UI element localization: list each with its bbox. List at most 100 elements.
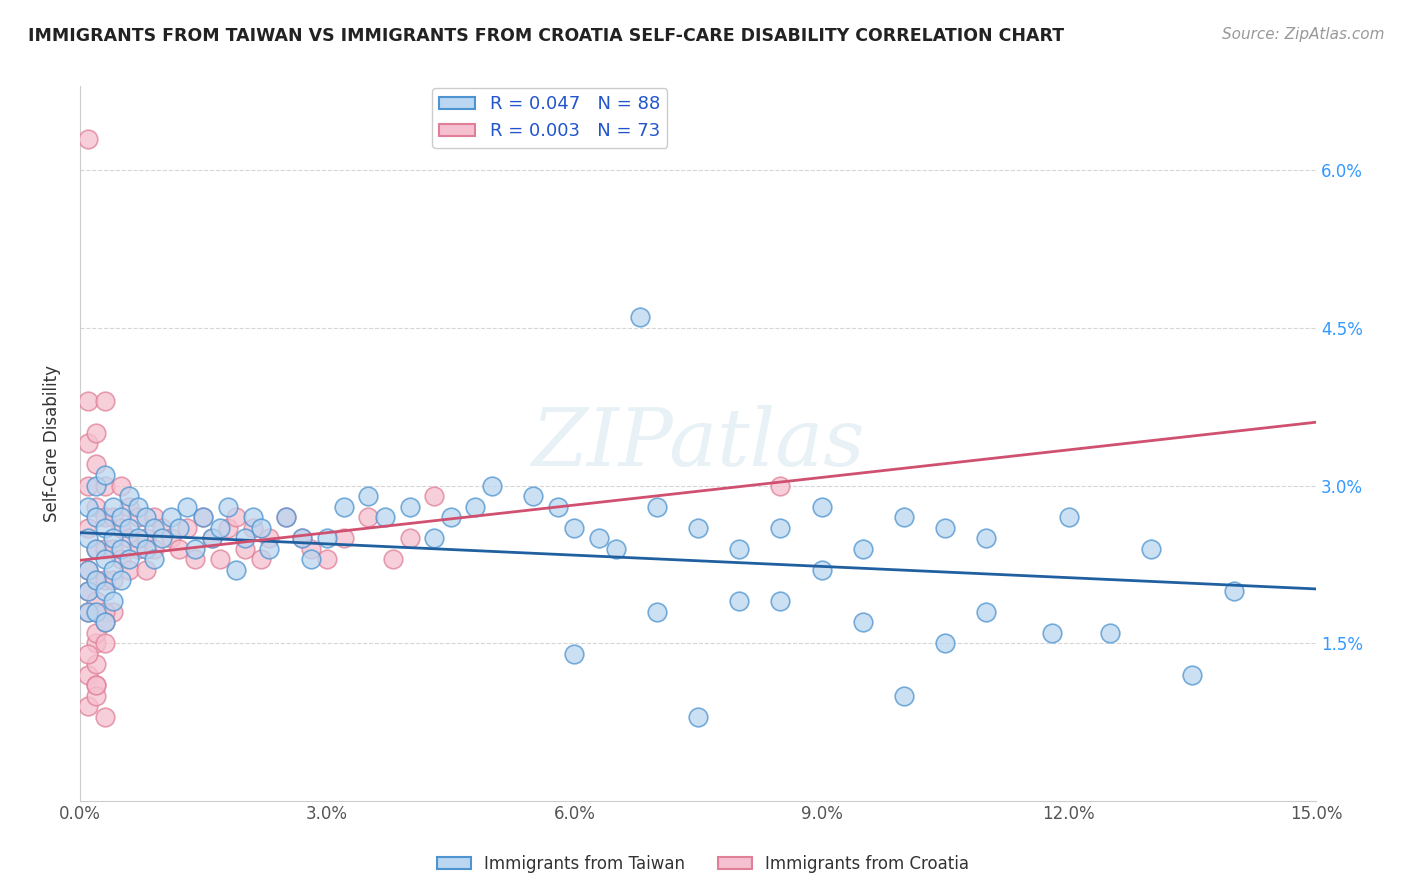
Point [316,531,339,545]
Point [605,541,627,556]
Point [1040,625,1063,640]
Point [150,520,173,534]
Point [588,531,610,545]
Point [77,583,100,598]
Point [686,520,709,534]
Point [645,500,668,514]
Point [86,573,108,587]
Point [1098,625,1121,640]
Point [398,500,420,514]
Point [259,531,281,545]
Point [118,562,141,576]
Point [101,531,124,545]
Point [316,552,339,566]
Point [159,510,181,524]
Point [127,500,149,514]
Point [118,520,141,534]
Point [77,520,100,534]
Point [110,478,132,492]
Point [193,510,215,524]
Point [1181,667,1204,681]
Point [77,647,100,661]
Point [1140,541,1163,556]
Point [110,520,132,534]
Point [332,531,354,545]
Point [193,510,215,524]
Point [562,647,585,661]
Point [769,594,792,608]
Point [1222,583,1244,598]
Point [291,531,314,545]
Legend: R = 0.047   N = 88, R = 0.003   N = 73: R = 0.047 N = 88, R = 0.003 N = 73 [432,88,668,148]
Point [86,689,108,703]
Point [77,562,100,576]
Point [225,562,247,576]
Point [135,531,157,545]
Point [118,531,141,545]
Point [150,531,173,545]
Point [481,478,503,492]
Point [93,552,115,566]
Point [86,605,108,619]
Point [93,478,115,492]
Point [77,605,100,619]
Point [242,520,264,534]
Point [93,636,115,650]
Point [93,510,115,524]
Point [77,478,100,492]
Point [143,552,166,566]
Point [93,605,115,619]
Point [184,541,207,556]
Text: ZIPatlas: ZIPatlas [531,405,865,483]
Point [86,510,108,524]
Point [398,531,420,545]
Point [217,520,239,534]
Point [143,520,166,534]
Point [374,510,396,524]
Point [728,594,751,608]
Point [143,541,166,556]
Point [423,531,446,545]
Y-axis label: Self-Care Disability: Self-Care Disability [44,365,60,522]
Point [110,510,132,524]
Point [357,510,380,524]
Point [127,541,149,556]
Point [101,541,124,556]
Point [77,562,100,576]
Point [299,541,322,556]
Point [101,510,124,524]
Point [332,500,354,514]
Point [101,573,124,587]
Point [86,605,108,619]
Point [101,605,124,619]
Point [86,541,108,556]
Point [893,510,915,524]
Point [728,541,751,556]
Point [101,500,124,514]
Point [110,552,132,566]
Point [86,500,108,514]
Point [250,520,273,534]
Point [118,552,141,566]
Point [423,489,446,503]
Point [250,552,273,566]
Point [852,615,875,629]
Point [86,541,108,556]
Point [135,510,157,524]
Point [135,541,157,556]
Point [201,531,224,545]
Point [259,541,281,556]
Point [208,520,231,534]
Point [101,594,124,608]
Point [86,636,108,650]
Point [118,500,141,514]
Point [110,541,132,556]
Point [86,657,108,671]
Point [225,510,247,524]
Point [934,636,956,650]
Point [127,510,149,524]
Point [176,520,198,534]
Point [769,478,792,492]
Point [86,594,108,608]
Point [86,478,108,492]
